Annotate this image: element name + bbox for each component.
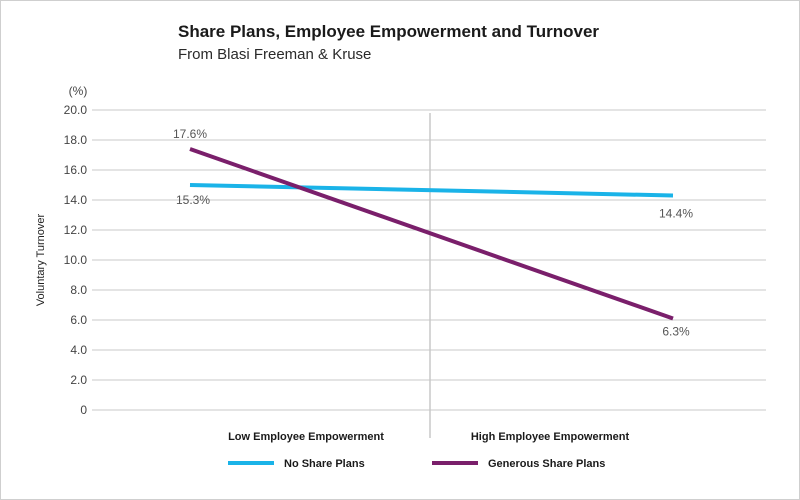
data-label: 15.3% — [176, 193, 210, 207]
y-tick-label: 8.0 — [70, 283, 87, 297]
legend-label: Generous Share Plans — [488, 458, 605, 470]
y-tick-label: 12.0 — [64, 223, 88, 237]
series-line — [189, 147, 674, 321]
chart-subtitle: From Blasi Freeman & Kruse — [178, 46, 372, 63]
y-tick-label: 6.0 — [70, 313, 87, 327]
y-tick-label: 20.0 — [64, 103, 88, 117]
data-label: 14.4% — [659, 207, 693, 221]
y-tick-label: 18.0 — [64, 133, 88, 147]
y-axis-label: Voluntary Turnover — [35, 214, 47, 307]
y-tick-label: 16.0 — [64, 163, 88, 177]
data-label: 17.6% — [173, 127, 207, 141]
y-tick-label: 14.0 — [64, 193, 88, 207]
x-category-label: Low Employee Empowerment — [228, 431, 384, 443]
series-line — [189, 183, 674, 198]
y-unit-label: (%) — [69, 84, 88, 98]
legend-label: No Share Plans — [284, 458, 365, 470]
chart-title: Share Plans, Employee Empowerment and Tu… — [178, 22, 600, 41]
y-tick-label: 10.0 — [64, 253, 88, 267]
x-category-label: High Employee Empowerment — [471, 431, 630, 443]
y-tick-label: 4.0 — [70, 343, 87, 357]
data-label: 6.3% — [662, 325, 690, 339]
y-tick-label: 0 — [80, 403, 87, 417]
y-tick-label: 2.0 — [70, 373, 87, 387]
